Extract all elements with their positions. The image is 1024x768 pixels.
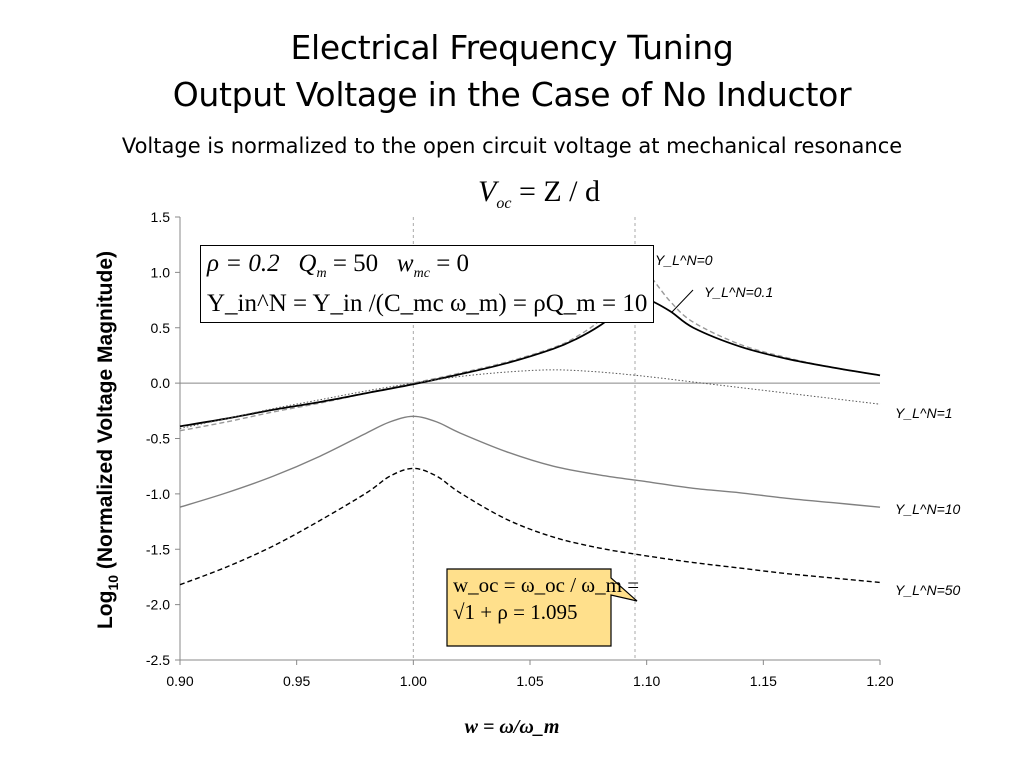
- series-line-1: [179, 296, 881, 428]
- series-line-0: [179, 267, 881, 432]
- x-tick-label: 1.20: [866, 673, 893, 689]
- y-tick-label: -1.0: [146, 486, 170, 502]
- series-label-leader: [671, 289, 694, 313]
- y-tick-label: -2.5: [146, 652, 170, 668]
- x-tick-label: 1.15: [750, 673, 777, 689]
- y-tick-label: 0.5: [151, 320, 171, 336]
- chart-title: Electrical Frequency Tuning: [290, 28, 734, 67]
- parameter-box: ρ = 0.2 Qm = 50 wmc = 0 Y_in^N = Y_in /(…: [200, 245, 655, 323]
- x-tick-label: 1.10: [633, 673, 660, 689]
- y-tick-label: 1.5: [151, 209, 171, 225]
- y-axis-label: Log10 (Normalized Voltage Magnitude): [94, 251, 121, 629]
- chart-title-line2: Output Voltage in the Case of No Inducto…: [172, 75, 852, 114]
- series-line-3: [179, 415, 881, 508]
- series-label-1: Y_L^N=1: [895, 405, 953, 421]
- voc-equation: Voc = Z / d: [478, 175, 601, 212]
- y-tick-label: -0.5: [146, 431, 170, 447]
- x-axis-label: w = ω/ω_m: [464, 716, 560, 738]
- y-tick-label: 1.0: [151, 264, 171, 280]
- series-label-0: Y_L^N=0: [655, 252, 713, 268]
- series-label-0.1: Y_L^N=0.1: [704, 284, 773, 300]
- x-tick-label: 0.90: [166, 673, 193, 689]
- x-tick-label: 1.00: [400, 673, 427, 689]
- y-tick-label: -2.0: [146, 597, 170, 613]
- series-label-50: Y_L^N=50: [895, 582, 961, 598]
- series-line-4: [179, 467, 881, 586]
- series-label-10: Y_L^N=10: [895, 501, 961, 517]
- y-tick-label: -1.5: [146, 541, 170, 557]
- x-tick-label: 0.95: [283, 673, 310, 689]
- chart-subtitle: Voltage is normalized to the open circui…: [121, 134, 903, 158]
- series-line-2: [179, 369, 881, 430]
- yin-equation: Y_in^N = Y_in /(C_mc ω_m) = ρQ_m = 10: [207, 290, 648, 317]
- y-tick-label: 0.0: [151, 375, 171, 391]
- x-tick-label: 1.05: [516, 673, 543, 689]
- resonance-callout: w_oc = ω_oc / ω_m = √1 + ρ = 1.095: [453, 573, 640, 624]
